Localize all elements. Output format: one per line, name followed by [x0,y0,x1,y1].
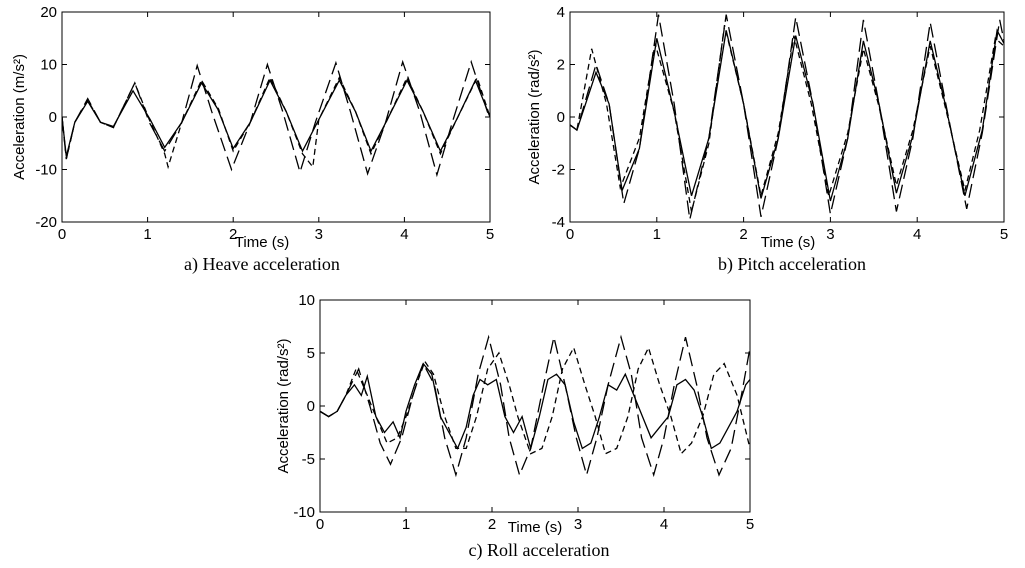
panel-pitch-acceleration: 0 1 2 3 4 5 -4 -2 0 2 4 Time (s) Acceleration (rad/s… [526,4,1008,275]
y-tick-label: 4 [557,4,565,21]
x-tick-label: 1 [653,226,661,243]
x-axis-label: Time (s) [235,234,289,251]
plot-frame [569,11,1005,223]
x-tick-label: 0 [566,226,574,243]
x-tick-label: 0 [316,516,324,533]
y-tick-label: -2 [552,162,565,179]
panel-caption: c) Roll acceleration [469,540,610,561]
x-tick-label: 3 [574,516,582,533]
y-tick-label: 2 [557,57,565,74]
x-tick-label: 2 [229,226,237,243]
y-tick-label: -10 [35,162,57,179]
y-tick-label: 10 [298,292,315,309]
x-tick-label: 2 [488,516,496,533]
y-tick-label: -4 [552,214,565,231]
series-line-longdash [320,334,750,478]
series-line-longdash [62,59,490,178]
y-axis-label: Acceleration (rad/s²) [526,49,543,184]
y-tick-label: -10 [293,504,315,521]
y-axis-label: Acceleration (m/s²) [11,54,28,180]
series-line-dashed [570,24,1004,212]
x-tick-label: 5 [746,516,754,533]
x-tick-label: 1 [402,516,410,533]
series-line-solid [320,362,750,451]
y-tick-label: 0 [307,398,315,415]
y-tick-label: 10 [40,57,57,74]
panel-caption: a) Heave acceleration [184,254,340,275]
x-tick-label: 1 [143,226,151,243]
series-line-solid [570,28,1004,202]
y-tick-label: -5 [302,451,315,468]
x-tick-label: 3 [826,226,834,243]
x-tick-label: 4 [400,226,408,243]
x-tick-label: 0 [58,226,66,243]
panel-heave-acceleration: 0 1 2 3 4 5 -20 -10 0 10 20 Time (s) Acceleration (m… [11,4,494,275]
x-tick-label: 4 [660,516,668,533]
series-line-dashed [320,345,750,455]
panel-roll-acceleration: 0 1 2 3 4 5 -10 -5 0 5 10 Time (s) Acceleration (rad… [275,292,754,561]
x-tick-label: 5 [1000,226,1008,243]
y-tick-label: 20 [40,4,57,21]
y-axis-label: Acceleration (rad/s²) [275,338,292,473]
x-tick-label: 2 [739,226,747,243]
series-line-longdash [570,14,1004,220]
panel-caption: b) Pitch acceleration [718,254,866,275]
x-tick-label: 3 [315,226,323,243]
x-tick-label: 4 [913,226,921,243]
x-tick-label: 5 [486,226,494,243]
y-tick-label: 0 [557,109,565,126]
y-tick-label: 5 [307,345,315,362]
y-tick-label: 0 [49,109,57,126]
x-axis-label: Time (s) [508,519,562,536]
y-tick-label: -20 [35,214,57,231]
x-axis-label: Time (s) [761,234,815,251]
plot-frame [319,299,751,513]
